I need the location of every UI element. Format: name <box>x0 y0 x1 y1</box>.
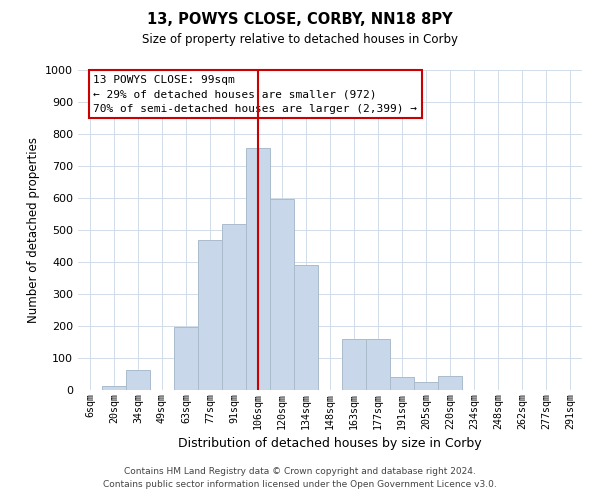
Bar <box>174 327 198 390</box>
Bar <box>390 376 414 390</box>
Bar <box>198 240 222 390</box>
Text: 13, POWYS CLOSE, CORBY, NN18 8PY: 13, POWYS CLOSE, CORBY, NN18 8PY <box>147 12 453 28</box>
X-axis label: Distribution of detached houses by size in Corby: Distribution of detached houses by size … <box>178 437 482 450</box>
Bar <box>294 265 318 390</box>
Bar <box>342 339 366 390</box>
Y-axis label: Number of detached properties: Number of detached properties <box>26 137 40 323</box>
Bar <box>414 382 438 390</box>
Text: 13 POWYS CLOSE: 99sqm
← 29% of detached houses are smaller (972)
70% of semi-det: 13 POWYS CLOSE: 99sqm ← 29% of detached … <box>93 75 417 114</box>
Bar <box>102 386 126 390</box>
Text: Contains HM Land Registry data © Crown copyright and database right 2024.: Contains HM Land Registry data © Crown c… <box>124 467 476 476</box>
Text: Size of property relative to detached houses in Corby: Size of property relative to detached ho… <box>142 32 458 46</box>
Bar <box>222 224 246 390</box>
Bar <box>270 200 294 390</box>
Bar <box>126 370 150 390</box>
Bar <box>438 376 462 390</box>
Text: Contains public sector information licensed under the Open Government Licence v3: Contains public sector information licen… <box>103 480 497 489</box>
Bar <box>246 148 270 390</box>
Bar <box>366 339 390 390</box>
